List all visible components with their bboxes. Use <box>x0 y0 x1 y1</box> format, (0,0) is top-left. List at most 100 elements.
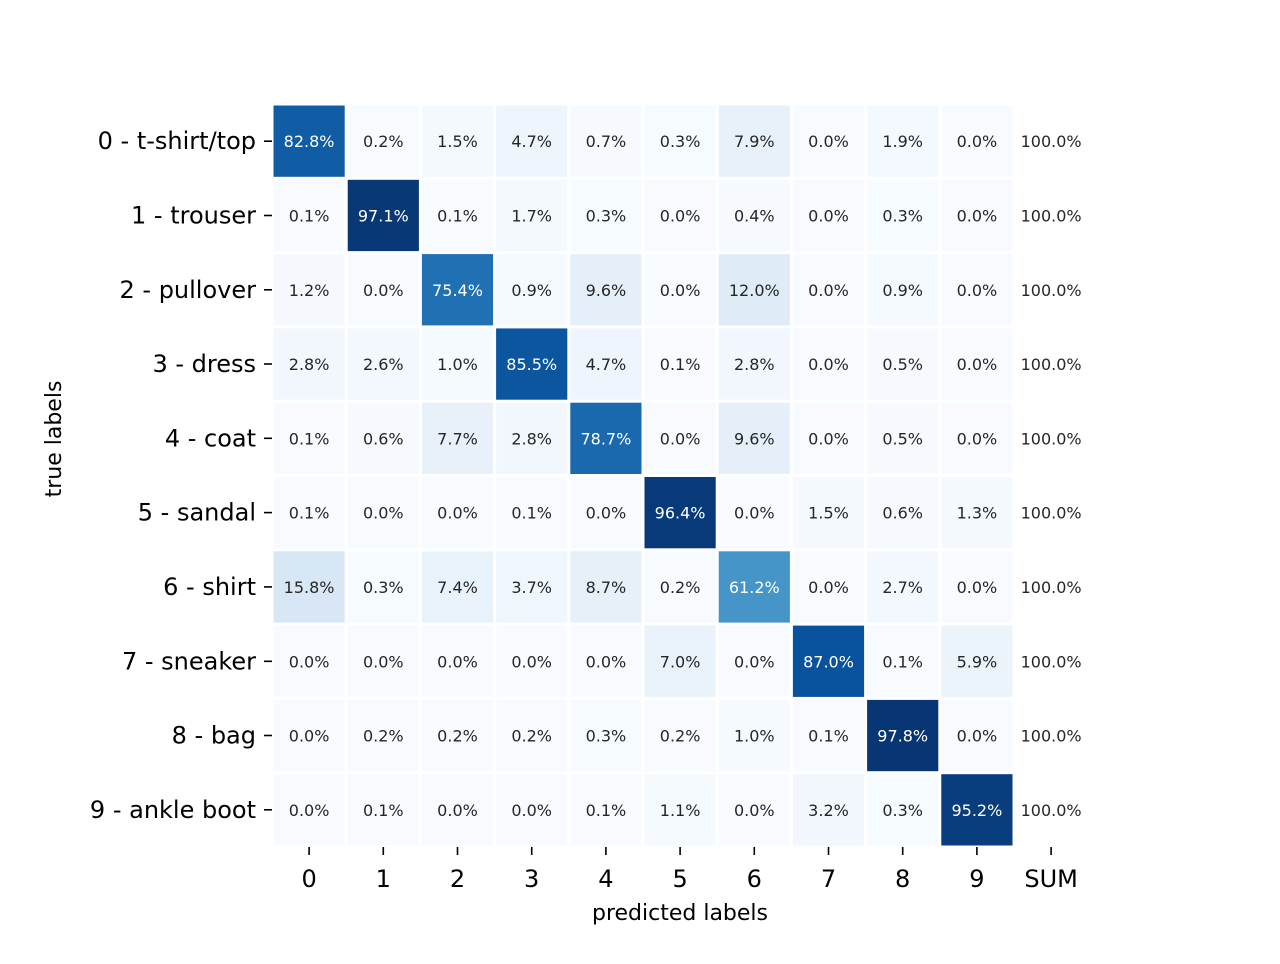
heatmap-cell-label: 7.4% <box>437 578 478 597</box>
heatmap-cell-label: 0.7% <box>586 132 627 151</box>
row-sum-label: 100.0% <box>1021 652 1082 671</box>
heatmap-cell <box>347 179 419 252</box>
heatmap-cell <box>570 477 642 549</box>
heatmap-cell-label: 75.4% <box>432 281 483 300</box>
heatmap-cell-label: 12.0% <box>729 281 780 300</box>
heatmap-cell-label: 1.1% <box>660 801 701 820</box>
heatmap-cell-label: 95.2% <box>951 801 1002 820</box>
heatmap-cell-label: 78.7% <box>580 429 631 448</box>
heatmap-cell <box>867 774 939 846</box>
heatmap-cell-label: 7.0% <box>660 652 701 671</box>
heatmap-cell-label: 0.0% <box>957 207 998 226</box>
heatmap-cell <box>941 105 1013 177</box>
heatmap-cell-label: 0.2% <box>511 727 552 746</box>
heatmap-cell-label: 7.7% <box>437 429 478 448</box>
heatmap-cell <box>867 402 939 474</box>
heatmap-cell-label: 0.0% <box>957 355 998 374</box>
heatmap-cell-label: 97.1% <box>358 207 409 226</box>
heatmap-cell-label: 2.8% <box>511 429 552 448</box>
heatmap-cell-label: 7.9% <box>734 132 775 151</box>
heatmap-cell-label: 0.0% <box>957 132 998 151</box>
heatmap-cell-label: 0.5% <box>882 429 923 448</box>
row-sum-label: 100.0% <box>1021 727 1082 746</box>
heatmap-cell-label: 0.0% <box>808 207 849 226</box>
x-tick-label: 7 <box>821 865 836 893</box>
heatmap-cell <box>421 551 494 623</box>
heatmap-cell <box>273 774 345 846</box>
heatmap-cell-label: 0.1% <box>363 801 404 820</box>
heatmap-cell <box>570 328 642 400</box>
row-sum-label: 100.0% <box>1021 578 1082 597</box>
heatmap-cell-label: 0.2% <box>437 727 478 746</box>
heatmap-cell <box>496 254 568 326</box>
heatmap-cell <box>347 402 419 474</box>
heatmap-cell <box>273 477 345 549</box>
heatmap-cell-label: 0.1% <box>660 355 701 374</box>
heatmap-cell-label: 1.0% <box>437 355 478 374</box>
heatmap-cell-label: 0.1% <box>289 504 330 523</box>
heatmap-cell-label: 0.2% <box>660 727 701 746</box>
heatmap-cell <box>867 551 939 623</box>
heatmap-cell <box>347 699 419 772</box>
heatmap-cell-label: 0.3% <box>882 207 923 226</box>
heatmap-cell-label: 0.0% <box>363 504 404 523</box>
heatmap-cell <box>792 477 865 549</box>
heatmap-cell <box>718 179 790 252</box>
heatmap-cell-label: 0.6% <box>363 429 404 448</box>
heatmap-cell-label: 87.0% <box>803 652 854 671</box>
heatmap-cell <box>421 774 494 846</box>
heatmap-cell-label: 0.1% <box>586 801 627 820</box>
row-sum-label: 100.0% <box>1021 429 1082 448</box>
heatmap-cell <box>644 477 716 549</box>
heatmap-cell-label: 0.0% <box>660 429 701 448</box>
heatmap-cell <box>347 254 419 326</box>
heatmap-cell-label: 0.0% <box>511 801 552 820</box>
row-sum-label: 100.0% <box>1021 801 1082 820</box>
heatmap-cell <box>941 699 1013 772</box>
heatmap-cell <box>867 179 939 252</box>
heatmap-cell <box>792 254 865 326</box>
x-tick-label: 3 <box>524 865 539 893</box>
heatmap-cell <box>644 254 716 326</box>
heatmap-cell <box>496 477 568 549</box>
x-tick-label: 2 <box>450 865 465 893</box>
heatmap-cell-label: 1.5% <box>437 132 478 151</box>
heatmap-cell <box>941 254 1013 326</box>
heatmap-cell-label: 4.7% <box>511 132 552 151</box>
heatmap-cell <box>273 179 345 252</box>
heatmap-cell <box>496 402 568 474</box>
heatmap-cell <box>644 328 716 400</box>
heatmap-cell-label: 4.7% <box>586 355 627 374</box>
x-tick-label: SUM <box>1024 865 1078 893</box>
heatmap-cell-label: 0.9% <box>511 281 552 300</box>
heatmap-cell <box>421 477 494 549</box>
heatmap-cell <box>570 105 642 177</box>
heatmap-cell-label: 0.0% <box>511 652 552 671</box>
heatmap-cell <box>941 625 1013 697</box>
row-sum-label: 100.0% <box>1021 504 1082 523</box>
heatmap-cell <box>792 402 865 474</box>
y-axis-label: true labels <box>42 381 67 498</box>
heatmap-cell <box>421 699 494 772</box>
heatmap-cell <box>792 699 865 772</box>
heatmap-cell-label: 2.8% <box>734 355 775 374</box>
heatmap-cell-label: 0.0% <box>734 801 775 820</box>
heatmap-cell-label: 0.0% <box>808 355 849 374</box>
heatmap-cell <box>718 699 790 772</box>
heatmap-cell <box>570 179 642 252</box>
heatmap-cell <box>644 551 716 623</box>
heatmap-cell-label: 0.1% <box>437 207 478 226</box>
heatmap-cell-label: 2.6% <box>363 355 404 374</box>
x-axis-label: predicted labels <box>592 901 768 926</box>
heatmap-cell-label: 0.2% <box>660 578 701 597</box>
x-tick-label: 0 <box>301 865 316 893</box>
heatmap-cell <box>273 699 345 772</box>
heatmap-cell <box>570 625 642 697</box>
heatmap-cell-label: 0.0% <box>957 281 998 300</box>
heatmap-cell <box>570 774 642 846</box>
heatmap-cell-label: 15.8% <box>284 578 335 597</box>
heatmap-cell-label: 0.0% <box>437 504 478 523</box>
y-tick-label: 5 - sandal <box>138 499 256 527</box>
heatmap-cell <box>570 402 642 474</box>
heatmap-cell-label: 0.0% <box>957 429 998 448</box>
